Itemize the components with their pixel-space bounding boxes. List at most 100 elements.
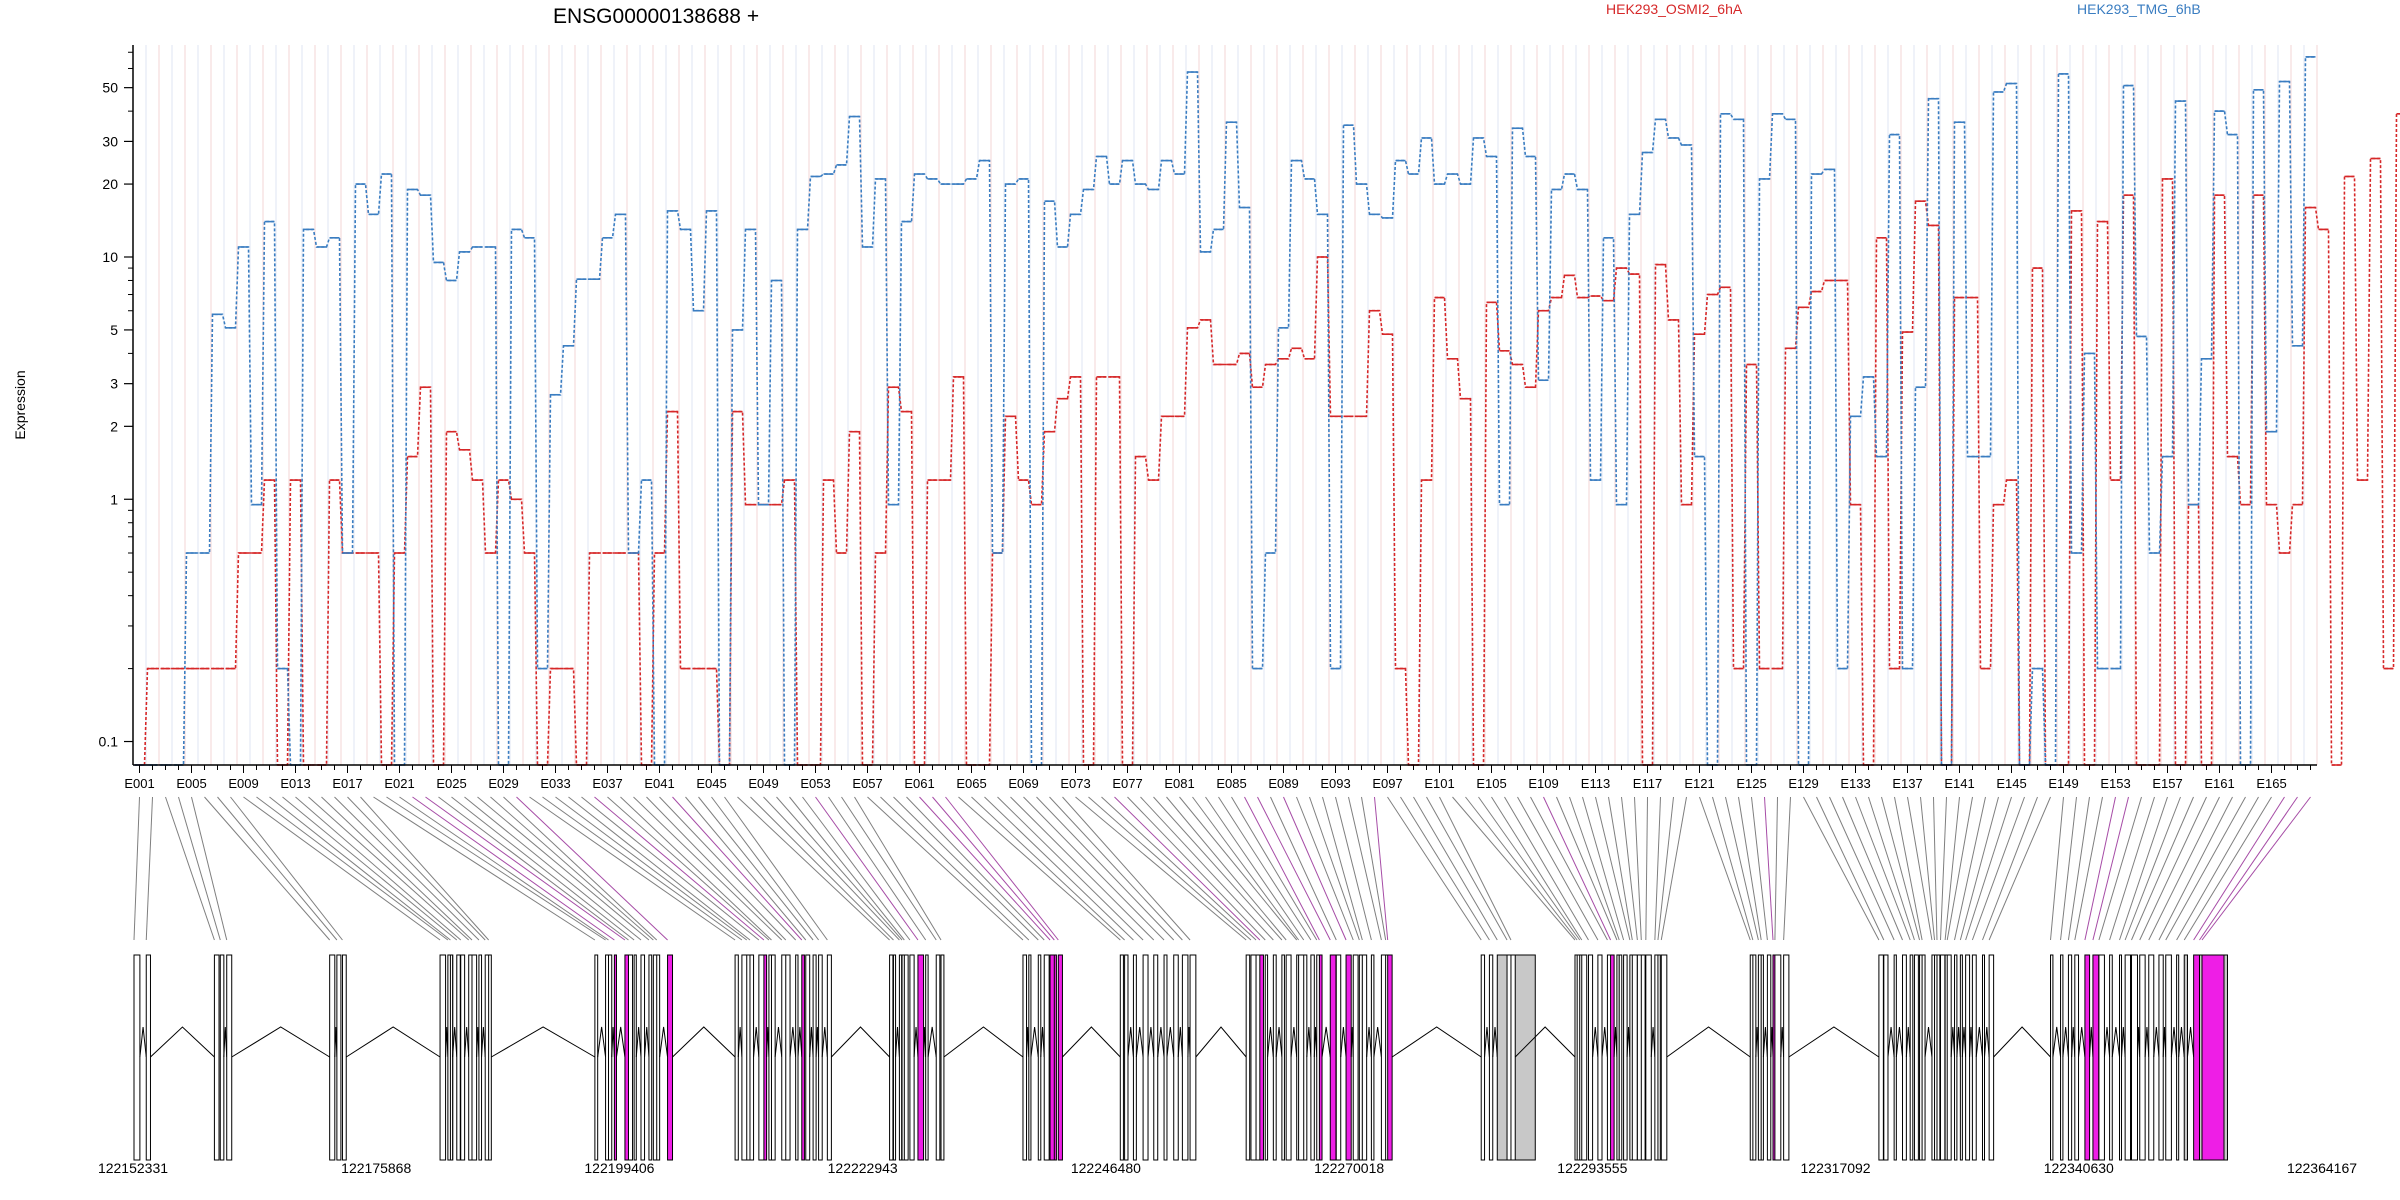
exon-box [2067,954,2073,1161]
exon-mapping-line [308,796,470,941]
intron-line [1895,1026,1904,1058]
exon-tick-label: E001 [124,776,154,791]
exon-box [2165,954,2172,1161]
y-tick-label: 50 [102,80,118,96]
exon-mapping-line [737,796,890,941]
exon-mapping-line [2124,796,2181,941]
intron-line [1373,1026,1382,1058]
exon-box [1618,954,1623,1161]
exon-mapping-line [1504,796,1589,941]
exon-mapping-line [133,796,140,941]
exon-mapping-line [1881,796,1921,941]
exon-mapping-line [932,796,1055,941]
y-tick-label: 5 [110,322,118,338]
exon-tick-label: E049 [748,776,778,791]
exon-box [1902,954,1907,1161]
exon-mapping-line [1244,796,1320,941]
exon-box [1153,954,1159,1161]
exon-mapping-line [958,796,1121,941]
exon-box [2176,954,2180,1161]
intron-line [635,1026,642,1058]
exon-box [2148,954,2155,1161]
exon-tick-label: E161 [2204,776,2234,791]
exon-mapping-line [256,796,449,941]
y-tick-label: 1 [110,491,118,507]
exon-box [785,954,791,1161]
exon-mapping-line [984,796,1134,941]
intron-line [1484,1026,1490,1058]
exon-mapping-line [399,796,609,941]
intron-line [1961,1026,1967,1058]
exon-mapping-line [1725,796,1759,941]
exon-mapping-line [1153,796,1283,941]
intron-line [2103,1026,2111,1058]
exon-mapping-line [243,796,441,941]
exon-box [1921,954,1926,1161]
intron-line [1924,1026,1933,1058]
exon-mapping-line [1023,796,1165,941]
exon-mapping-line [1946,796,1973,941]
exon-box [2183,954,2188,1161]
intron-line [597,1026,607,1058]
intron-line [1177,1026,1183,1058]
exon-mapping-line [1783,796,1791,941]
exon-mapping-line [438,796,629,941]
exon-mapping-line [1114,796,1261,941]
exon-box [1965,954,1971,1161]
exon-mapping-line [2060,796,2077,941]
exon-box [1318,954,1323,1161]
exon-mapping-line [1231,796,1318,941]
exon-mapping-line [2183,796,2272,941]
exon-tick-label: E081 [1164,776,1194,791]
exon-mapping-line [1645,796,1648,941]
exon-box [460,954,466,1161]
intron-line [1975,1026,1983,1058]
exon-mapping-line [2067,796,2090,941]
exon-box [471,954,478,1161]
exon-mapping-line [672,796,803,941]
exon-box [2124,954,2131,1161]
exon-box [2158,954,2164,1161]
exon-mapping-line [1400,796,1490,941]
intron-line [452,1026,458,1058]
exon-box [917,954,925,1161]
intron-line [2178,1026,2185,1058]
exon-mapping-line [776,796,903,941]
exon-box [145,954,151,1161]
intron-line [659,1026,669,1058]
exon-mapping-line [1348,796,1382,941]
exon-box [2139,954,2146,1161]
exon-mapping-line [1192,796,1300,941]
exon-box [763,954,768,1161]
exon-box [1988,954,1995,1161]
exon-mapping-line [1309,796,1360,941]
exon-mapping-line [2050,796,2064,941]
exon-box [1946,954,1952,1161]
exon-mapping-line [893,796,1039,941]
exon-mapping-line [815,796,919,941]
intron-line [1950,1026,1956,1058]
exon-box [758,954,765,1161]
exon-mapping-line [2074,796,2103,941]
exon-tick-label: E121 [1684,776,1714,791]
exon-box [1310,954,1315,1161]
exon-box [336,954,342,1161]
y-tick-label: 0.1 [99,734,119,750]
exon-mapping-line [971,796,1125,941]
exon-box [734,954,739,1161]
exon-box [1361,954,1368,1161]
exon-mapping-line [1218,796,1312,941]
intron-line [774,1026,783,1058]
intron-line [1887,1026,1895,1058]
exon-mapping-line [2176,796,2259,941]
exon-mapping-line [516,796,668,941]
legend-series-1: HEK293_OSMI2_6hA [1606,1,1743,17]
y-tick-label: 30 [102,133,118,149]
exon-mapping-line [529,796,736,941]
exon-box [1581,954,1588,1161]
genomic-coordinate-label: 122364167 [2287,1160,2357,1176]
exon-mapping-line [828,796,927,941]
intron-line [2062,1026,2069,1058]
exon-box [1496,954,1536,1161]
exon-mapping-line [880,796,1030,941]
